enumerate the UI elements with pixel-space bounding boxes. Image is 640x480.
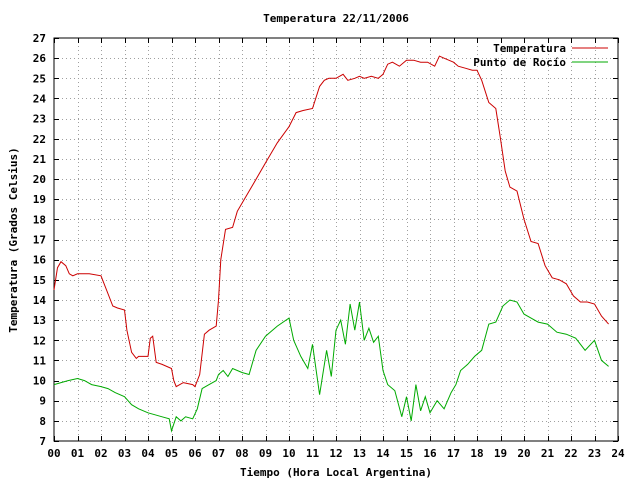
y-tick-label: 22 — [33, 133, 46, 146]
x-tick-label: 05 — [165, 447, 178, 460]
y-tick-label: 17 — [33, 234, 46, 247]
x-tick-label: 07 — [212, 447, 225, 460]
y-tick-label: 23 — [33, 113, 46, 126]
x-tick-label: 00 — [47, 447, 60, 460]
y-tick-label: 19 — [33, 193, 46, 206]
x-tick-label: 20 — [517, 447, 530, 460]
x-tick-label: 04 — [141, 447, 155, 460]
legend-label-temperatura: Temperatura — [493, 42, 566, 55]
y-tick-label: 11 — [33, 354, 47, 367]
x-tick-label: 12 — [329, 447, 342, 460]
x-tick-label: 19 — [494, 447, 507, 460]
y-tick-label: 24 — [33, 92, 47, 105]
y-tick-label: 15 — [33, 274, 46, 287]
series-lines — [53, 55, 609, 433]
y-tick-label: 9 — [39, 395, 46, 408]
chart-title: Temperatura 22/11/2006 — [263, 12, 409, 25]
x-tick-label: 17 — [447, 447, 460, 460]
x-tick-label: 18 — [470, 447, 483, 460]
y-tick-label: 25 — [33, 72, 46, 85]
x-tick-label: 16 — [423, 447, 437, 460]
y-tick-label: 26 — [33, 52, 47, 65]
series-line-temperatura — [53, 55, 609, 388]
y-tick-label: 12 — [33, 334, 46, 347]
y-tick-label: 13 — [33, 314, 46, 327]
series-line-punto-de-rocio — [53, 299, 609, 433]
x-tick-label: 02 — [94, 447, 107, 460]
y-tick-label: 18 — [33, 213, 46, 226]
y-tick-label: 7 — [39, 435, 46, 448]
y-tick-label: 16 — [33, 254, 47, 267]
y-tick-label: 10 — [33, 375, 46, 388]
x-tick-label: 10 — [282, 447, 295, 460]
x-tick-label: 03 — [118, 447, 131, 460]
y-tick-label: 8 — [39, 415, 46, 428]
x-tick-label: 11 — [306, 447, 320, 460]
x-tick-label: 15 — [400, 447, 413, 460]
x-tick-label: 14 — [376, 447, 390, 460]
y-tick-label: 14 — [33, 294, 47, 307]
y-tick-label: 20 — [33, 173, 46, 186]
x-tick-label: 24 — [611, 447, 625, 460]
x-tick-label: 01 — [71, 447, 85, 460]
x-tick-label: 08 — [235, 447, 248, 460]
x-tick-label: 22 — [564, 447, 577, 460]
y-tick-label: 27 — [33, 32, 46, 45]
x-axis-ticks: 00 01 02 03 04 05 06 07 08 09 10 11 12 13 14 15 16 17 18 19… — [47, 38, 625, 460]
legend: Temperatura Punto de Rocío — [473, 42, 608, 69]
x-tick-label: 23 — [588, 447, 601, 460]
y-axis-label: Temperatura (Grados Celsius) — [7, 147, 20, 332]
legend-label-punto-de-rocio: Punto de Rocío — [473, 56, 566, 69]
x-tick-label: 21 — [541, 447, 555, 460]
x-tick-label: 13 — [353, 447, 366, 460]
x-tick-label: 09 — [259, 447, 272, 460]
x-tick-label: 06 — [188, 447, 202, 460]
x-axis-label: Tiempo (Hora Local Argentina) — [240, 466, 432, 479]
y-tick-label: 21 — [33, 153, 47, 166]
y-axis-ticks: 7 8 9 10 11 12 13 14 15 16 17 18 19 20 21 22 23 24 25 26 27 — [33, 32, 618, 448]
